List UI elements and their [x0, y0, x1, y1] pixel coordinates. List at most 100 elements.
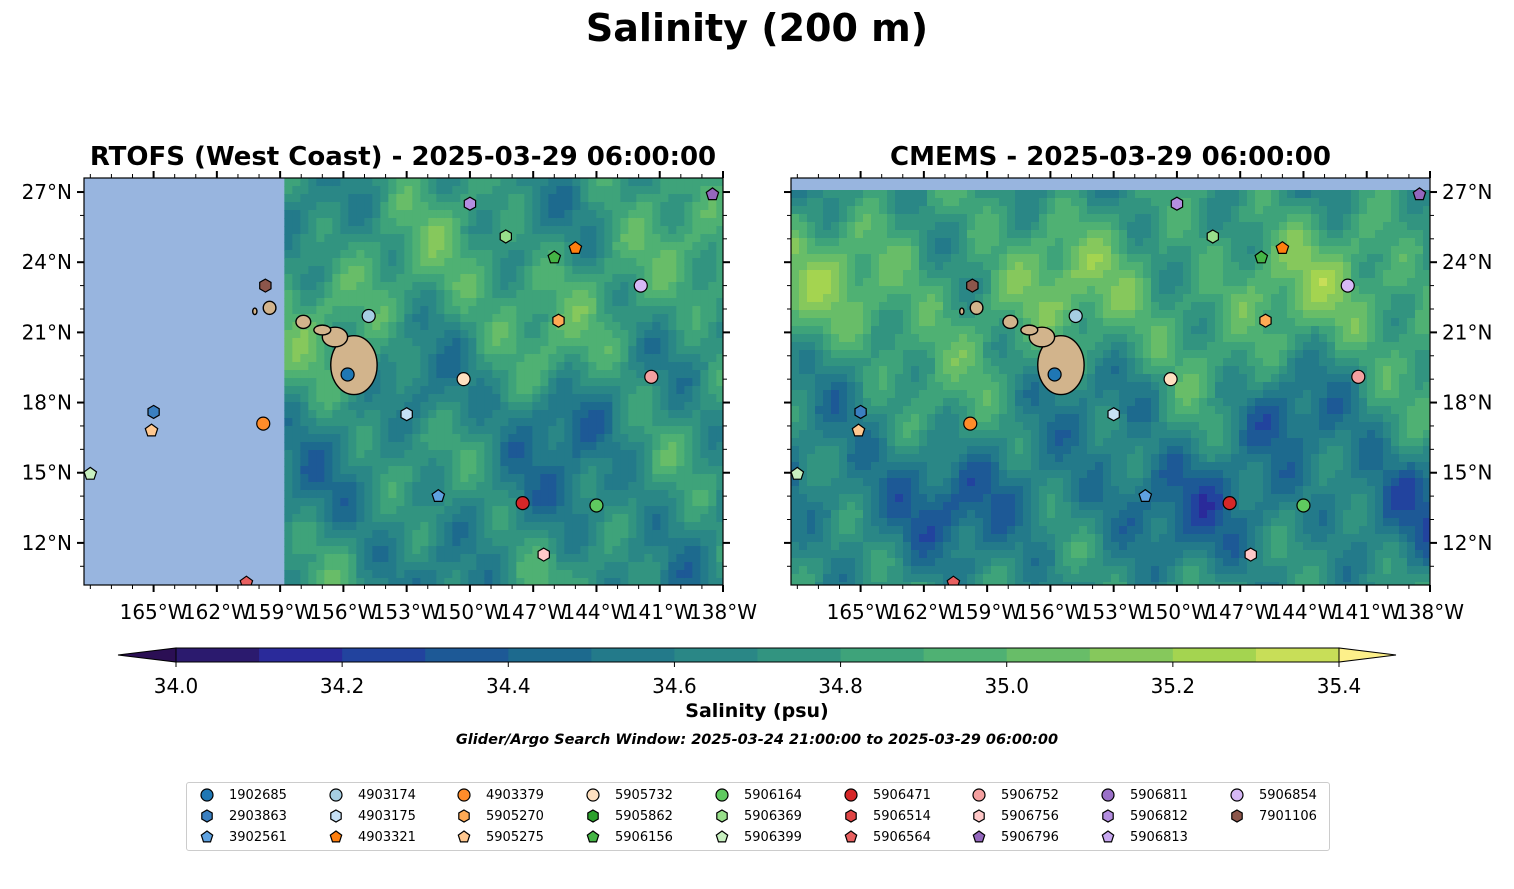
- legend-marker-icon: [201, 809, 213, 823]
- float-marker-7901106: [966, 278, 979, 293]
- legend-label: 2903863: [229, 808, 287, 824]
- legend-marker-icon: [587, 809, 599, 823]
- colorbar-segment: [1089, 648, 1174, 662]
- float-marker-5906854: [1340, 278, 1355, 293]
- colorbar-tick-label: 34.0: [154, 674, 199, 698]
- float-marker-5906156: [547, 250, 562, 264]
- float-marker-5906812: [463, 196, 477, 211]
- lon-tick-label: 156°W: [1016, 600, 1084, 624]
- legend-marker-icon: [1101, 830, 1115, 843]
- legend-marker-icon: [1102, 809, 1114, 823]
- colorbar-tick-label: 34.6: [652, 674, 697, 698]
- colorbar-segment: [591, 648, 675, 662]
- lat-tick-label: 21°N: [22, 320, 72, 344]
- legend-label: 5906796: [1001, 829, 1059, 845]
- legend-marker-icon: [973, 809, 985, 823]
- colorbar-segment: [1255, 648, 1340, 662]
- legend-marker-icon: [844, 830, 858, 843]
- lon-tick-label: 165°W: [120, 600, 188, 624]
- legend-label: 4903175: [358, 808, 416, 824]
- legend-item: 5905270: [456, 806, 544, 826]
- legend-marker-icon: [586, 788, 600, 802]
- float-marker-5906471: [515, 496, 530, 511]
- float-marker-5906812: [1170, 196, 1184, 211]
- legend-label: 5906514: [873, 808, 931, 824]
- colorbar-segment: [757, 648, 842, 662]
- lon-tick-label: 147°W: [1206, 600, 1274, 624]
- colorbar-tick-label: 34.4: [486, 674, 531, 698]
- legend-label: 4903174: [358, 787, 416, 803]
- lon-tick-label: 138°W: [689, 600, 757, 624]
- legend-label: 4903321: [358, 829, 416, 845]
- colorbar-segment: [1172, 648, 1257, 662]
- legend-label: 5906399: [744, 829, 802, 845]
- legend-marker-icon: [457, 788, 471, 802]
- legend-marker-icon: [458, 809, 470, 823]
- lon-tick-label: 162°W: [183, 600, 251, 624]
- legend-item: 7901106: [1229, 806, 1317, 826]
- float-marker-5906752: [1351, 369, 1366, 384]
- colorbar-tick-label: 35.4: [1317, 674, 1362, 698]
- float-marker-5906399: [791, 466, 805, 480]
- rtofs-salinity-field: [84, 178, 723, 585]
- legend-label: 5906812: [1130, 808, 1188, 824]
- lon-tick-label: 144°W: [1269, 600, 1337, 624]
- lon-tick-label: 150°W: [1143, 600, 1211, 624]
- lat-tick-label: 18°N: [22, 391, 72, 415]
- legend-item: 5906811: [1100, 785, 1188, 805]
- float-marker-1902685: [340, 367, 355, 382]
- legend-label: 5905275: [486, 829, 544, 845]
- legend-marker-icon: [716, 809, 728, 823]
- legend-item: 5906756: [971, 806, 1059, 826]
- legend-marker-icon: [972, 788, 986, 802]
- float-marker-5906164: [1296, 498, 1311, 513]
- float-marker-5906854: [633, 278, 648, 293]
- colorbar-tick-label: 34.8: [818, 674, 863, 698]
- float-marker-4903321: [568, 240, 583, 254]
- legend-marker-icon: [715, 788, 729, 802]
- legend-label: 5906156: [615, 829, 673, 845]
- legend-marker-icon: [1101, 788, 1115, 802]
- colorbar-segment: [1006, 648, 1091, 662]
- legend-item: 4903321: [328, 827, 416, 847]
- legend-label: 5906164: [744, 787, 802, 803]
- float-marker-5906564: [946, 575, 961, 585]
- lat-tick-label: 12°N: [22, 531, 72, 555]
- legend-item: 4903175: [328, 806, 416, 826]
- float-marker-2903863: [854, 404, 867, 420]
- colorbar-tick-label: 35.2: [1151, 674, 1196, 698]
- float-marker-5906156: [1254, 250, 1269, 264]
- legend-label: 7901106: [1259, 808, 1317, 824]
- legend-label: 5906854: [1259, 787, 1317, 803]
- legend-item: 5905275: [456, 827, 544, 847]
- float-marker-3902561: [1138, 488, 1153, 502]
- colorbar-tick-label: 34.2: [320, 674, 365, 698]
- legend-item: 5906796: [971, 827, 1059, 847]
- legend-item: 5906399: [714, 827, 802, 847]
- legend-item: 2903863: [199, 806, 287, 826]
- legend-item: 5906471: [843, 785, 931, 805]
- lon-tick-label: 156°W: [309, 600, 377, 624]
- lat-tick-label: 15°N: [1442, 461, 1492, 485]
- legend-marker-icon: [586, 830, 600, 843]
- float-marker-4903174: [361, 308, 376, 324]
- colorbar: 34.0 34.2 34.4 34.6 34.8 35.0 35.2 35.4: [117, 647, 1397, 698]
- colorbar-tick-label: 35.0: [984, 674, 1029, 698]
- colorbar-segment: [674, 648, 758, 662]
- legend-item: 1902685: [199, 785, 287, 805]
- legend-item: 3902561: [199, 827, 287, 847]
- map-frame: [83, 177, 724, 586]
- lon-tick-label: 138°W: [1396, 600, 1464, 624]
- legend-item: 5906514: [843, 806, 931, 826]
- lon-tick-label: 141°W: [1333, 600, 1401, 624]
- legend-label: 1902685: [229, 787, 287, 803]
- colorbar-segment: [425, 648, 509, 662]
- colorbar-segment: [259, 648, 343, 662]
- lon-tick-label: 153°W: [373, 600, 441, 624]
- float-marker-5905275: [851, 423, 866, 437]
- legend-label: 5905270: [486, 808, 544, 824]
- lat-tick-label: 18°N: [1442, 391, 1492, 415]
- legend-label: 5906752: [1001, 787, 1059, 803]
- float-marker-4903379: [256, 416, 271, 431]
- float-marker-3902561: [431, 488, 446, 502]
